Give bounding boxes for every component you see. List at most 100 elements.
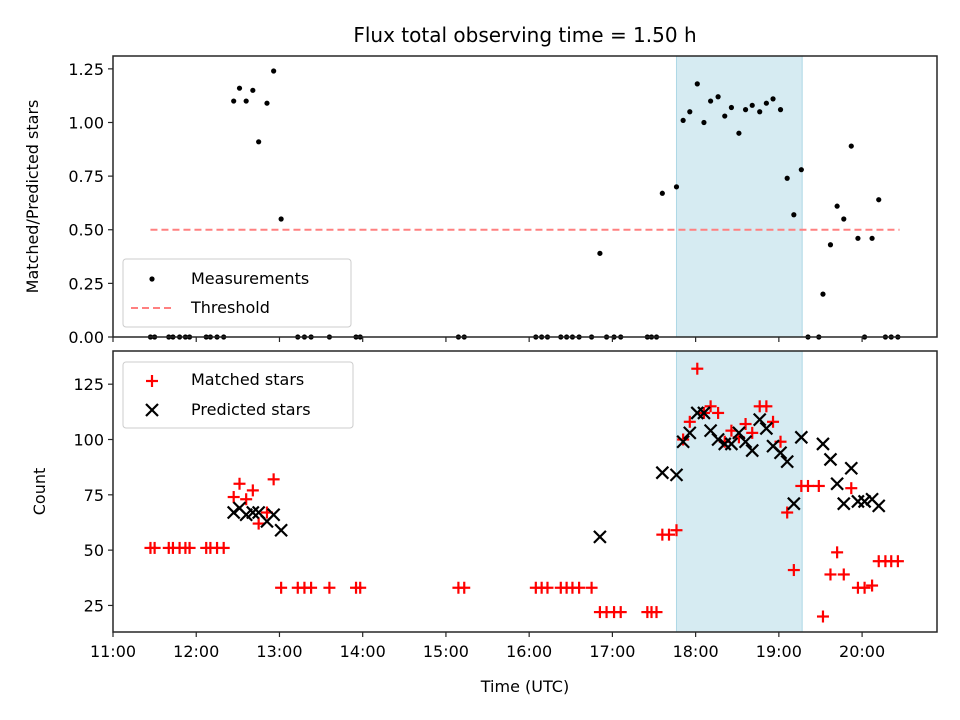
predicted-stars-point	[732, 426, 746, 440]
xtick-label: 12:00	[173, 642, 219, 661]
predicted-stars-point	[752, 412, 767, 427]
matched-stars-point	[891, 555, 904, 568]
measurement-point	[250, 87, 256, 93]
measurement-point	[820, 291, 826, 297]
xtick-label: 19:00	[756, 642, 802, 661]
ratio-panel: 0.00 0.25 0.50 0.75 1.00 1.25 Matched/Predict…	[23, 55, 938, 347]
counts-axes-frame	[112, 350, 938, 633]
legend-threshold-label: Threshold	[190, 298, 270, 317]
measurement-point	[855, 235, 861, 241]
measurement-point	[728, 104, 735, 111]
matched-stars-point	[662, 528, 675, 541]
counts-xticks: 11:00 12:00 13:00 14:00 15:00 16:00 17:00 18:00…	[90, 632, 885, 661]
matched-stars-point	[746, 426, 759, 439]
matched-stars-point	[831, 546, 844, 559]
predicted-stars-point	[676, 434, 690, 449]
predicted-stars-point	[274, 523, 288, 537]
measurement-point	[701, 119, 707, 126]
predicted-stars-point	[655, 465, 670, 480]
measurement-point	[256, 139, 262, 145]
predicted-stars-point	[683, 426, 697, 440]
matched-stars-point	[217, 541, 230, 554]
predicted-stars-point	[830, 476, 844, 491]
matched-stars-point	[704, 400, 717, 413]
measurement-point	[715, 94, 721, 100]
measurement-point	[827, 242, 834, 248]
matched-stars-point	[573, 581, 586, 594]
predicted-stars-point	[738, 434, 753, 449]
measurement-point	[869, 235, 875, 241]
matched-stars-point	[650, 606, 663, 619]
measurement-point	[876, 197, 882, 203]
matched-stars-point	[252, 517, 265, 530]
matched-stars-point	[246, 484, 259, 497]
predicted-stars-point	[837, 496, 851, 511]
counts-ytick-label: 100	[73, 431, 104, 450]
ratio-ytick-label: 0.50	[68, 221, 104, 240]
legend-matched-label: Matched stars	[191, 370, 304, 389]
predicted-stars-point	[871, 499, 886, 513]
matched-stars-point	[837, 568, 850, 581]
predicted-stars-point	[773, 446, 788, 460]
measurement-point	[236, 85, 243, 91]
counts-marks	[144, 362, 904, 623]
matched-stars-point	[183, 541, 196, 554]
matched-stars-point	[760, 400, 773, 413]
ratio-yticks: 0.00 0.25 0.50 0.75 1.00 1.25	[68, 60, 113, 347]
matched-stars-point	[670, 524, 683, 537]
predicted-stars-point	[246, 505, 260, 520]
matched-stars-point	[812, 479, 825, 492]
counts-y-axis-label: Count	[30, 468, 49, 516]
measurement-point	[659, 190, 665, 196]
measurement-point	[687, 109, 693, 115]
counts-ytick-label: 25	[84, 596, 104, 615]
matched-stars-point	[541, 581, 554, 594]
predicted-stars-point	[794, 430, 809, 445]
predicted-stars-point	[759, 421, 774, 436]
measurement-point	[848, 143, 854, 149]
predicted-stars-point	[844, 461, 859, 476]
counts-legend: Matched stars Predicted stars	[122, 361, 354, 429]
legend-measurements-label: Measurements	[191, 269, 309, 288]
legend-measurements-marker	[149, 276, 155, 282]
x-axis-label: Time (UTC)	[480, 677, 569, 696]
matched-stars-point	[305, 581, 318, 594]
measurement-point	[841, 216, 847, 222]
legend-predicted-label: Predicted stars	[191, 400, 311, 419]
ratio-legend-box	[122, 258, 352, 328]
predicted-stars-point	[697, 406, 711, 420]
counts-ytick-label: 75	[84, 486, 104, 505]
measurement-point	[791, 212, 797, 218]
measurement-point	[597, 250, 603, 256]
predicted-stars-point	[823, 452, 838, 467]
matched-stars-point	[824, 568, 837, 581]
counts-legend-box	[122, 361, 354, 429]
measurement-point	[278, 216, 284, 222]
xtick-label: 20:00	[839, 642, 885, 661]
matched-stars-point	[458, 581, 471, 594]
matched-stars-point	[801, 479, 814, 492]
predicted-stars-point	[669, 468, 684, 482]
matched-stars-point	[787, 564, 800, 577]
ratio-ytick-label: 0.75	[68, 167, 104, 186]
measurement-point	[680, 117, 686, 123]
predicted-stars-point	[711, 432, 725, 447]
matched-stars-point	[585, 581, 598, 594]
matched-stars-point	[683, 415, 696, 428]
matched-stars-point	[816, 610, 829, 623]
matched-stars-point	[858, 581, 871, 594]
matched-stars-point	[845, 482, 858, 495]
xtick-label: 16:00	[506, 642, 552, 661]
predicted-stars-point	[266, 507, 281, 522]
chart-title: Flux total observing time = 1.50 h	[353, 23, 696, 47]
counts-yticks: 25 50 75 100 125	[73, 375, 113, 615]
matched-stars-point	[739, 418, 752, 431]
predicted-stars-point	[780, 454, 794, 469]
matched-stars-point	[323, 581, 336, 594]
predicted-stars-point	[745, 443, 760, 458]
counts-ytick-label: 50	[84, 541, 104, 560]
measurement-point	[694, 81, 700, 87]
predicted-stars-point	[857, 494, 872, 509]
